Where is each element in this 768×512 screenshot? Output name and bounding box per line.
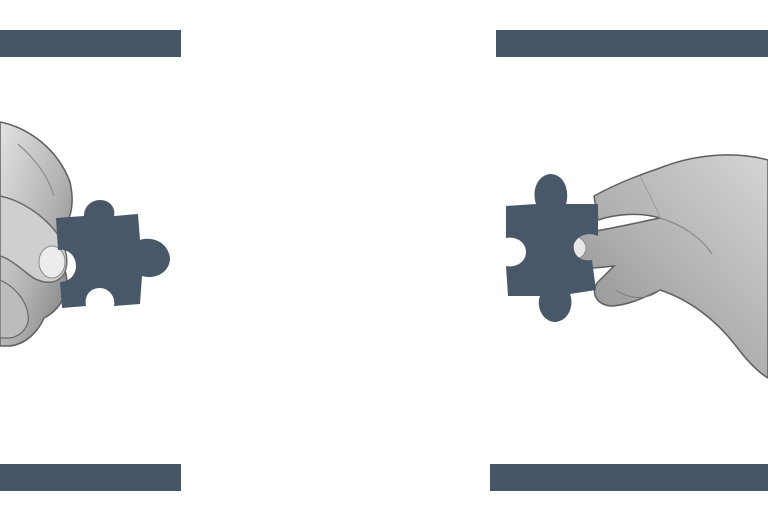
- top-right-accent-bar: [496, 30, 768, 57]
- bottom-left-accent-bar: [0, 464, 181, 491]
- left-hand: [0, 121, 73, 347]
- top-left-accent-bar: [0, 30, 181, 57]
- right-puzzle-piece-icon: [506, 174, 598, 322]
- bottom-right-accent-bar: [490, 464, 768, 491]
- left-puzzle-piece-icon: [56, 200, 170, 308]
